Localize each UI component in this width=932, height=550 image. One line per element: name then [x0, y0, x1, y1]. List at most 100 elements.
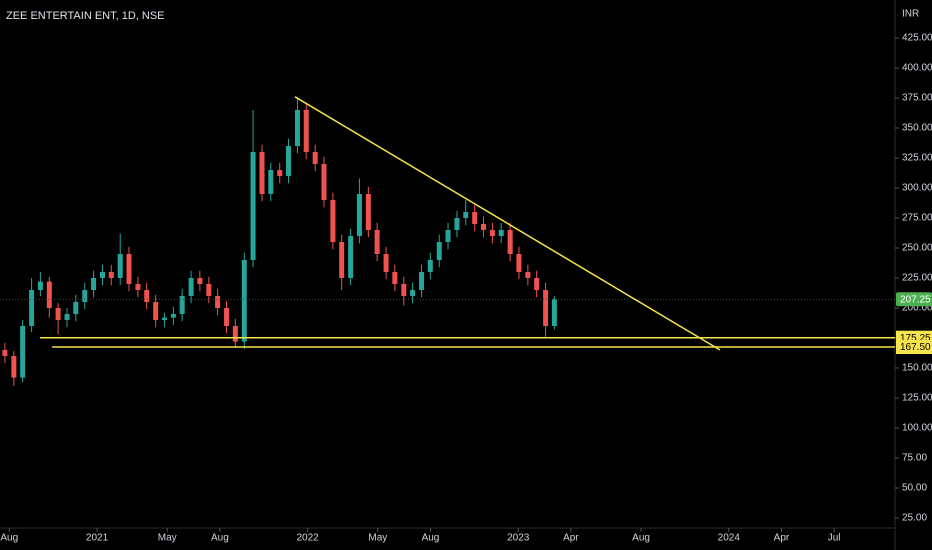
y-tick-label: 100.00	[902, 423, 932, 434]
y-tick-label: 75.00	[902, 453, 927, 464]
y-tick-label: 400.00	[902, 63, 932, 74]
candle-body	[135, 284, 141, 291]
x-tick-label: Apr	[774, 533, 790, 544]
y-tick-label: 300.00	[902, 183, 932, 194]
candle-body	[268, 170, 274, 195]
candle-body	[197, 278, 203, 285]
candle-body	[161, 317, 167, 321]
candle-body	[436, 242, 442, 261]
x-tick-label: 2022	[297, 533, 320, 544]
candle-body	[480, 224, 486, 231]
candle-body	[241, 260, 247, 342]
candle-body	[64, 314, 70, 321]
candle-body	[551, 299, 557, 327]
candle-body	[206, 284, 212, 297]
candle-body	[126, 254, 132, 285]
candle-body	[232, 326, 238, 342]
trendline	[294, 96, 721, 351]
candle-body	[37, 281, 43, 291]
y-tick-label: 225.00	[902, 273, 932, 284]
candle-body	[543, 290, 549, 327]
candle-body	[215, 296, 221, 309]
candle-body	[20, 326, 26, 378]
candle-body	[419, 272, 425, 291]
candle-body	[463, 212, 469, 219]
candle-body	[294, 110, 300, 147]
x-tick-label: Jul	[828, 533, 841, 544]
candle-body	[170, 314, 176, 318]
x-tick-label: Apr	[563, 533, 579, 544]
x-tick-label: Aug	[211, 533, 229, 544]
candle-body	[73, 302, 79, 315]
candle-body	[472, 212, 478, 225]
candle-body	[224, 308, 230, 327]
candle-body	[356, 194, 362, 237]
candle-body	[339, 242, 345, 279]
candle-body	[534, 278, 540, 291]
candle-body	[55, 308, 61, 321]
candle-body	[321, 164, 327, 201]
candle-body	[153, 302, 159, 321]
support-price-box	[896, 340, 932, 355]
candle-body	[365, 194, 371, 231]
candle-body	[445, 230, 451, 243]
candle-body	[286, 146, 292, 177]
y-tick-label: 275.00	[902, 213, 932, 224]
candle-body	[303, 110, 309, 153]
candle-body	[46, 281, 52, 309]
last-price-label: 207.25	[900, 294, 931, 305]
candle-body	[259, 152, 265, 195]
candle-body	[525, 272, 531, 279]
candle-body	[348, 236, 354, 279]
support-price-label: 167.50	[900, 342, 931, 353]
candle-body	[454, 218, 460, 231]
candle-body	[516, 254, 522, 273]
y-tick-label: 375.00	[902, 93, 932, 104]
x-tick-label: 2023	[507, 533, 530, 544]
y-tick-label: 425.00	[902, 33, 932, 44]
chart-title: ZEE ENTERTAIN ENT, 1D, NSE	[6, 10, 165, 22]
support-price-label: 175.25	[900, 333, 931, 344]
x-tick-label: Aug	[632, 533, 650, 544]
candle-body	[312, 152, 318, 165]
candle-body	[99, 272, 105, 279]
candle-body	[383, 254, 389, 273]
y-tick-label: 25.00	[902, 513, 927, 524]
y-tick-label: 325.00	[902, 153, 932, 164]
candle-body	[179, 296, 185, 315]
x-tick-label: 2021	[86, 533, 109, 544]
y-tick-label: 50.00	[902, 483, 927, 494]
candle-body	[2, 350, 8, 357]
candle-body	[427, 260, 433, 273]
candle-body	[410, 290, 416, 297]
candle-body	[489, 230, 495, 237]
x-tick-label: May	[368, 533, 387, 544]
last-price-box	[896, 292, 932, 307]
x-tick-label: Aug	[0, 533, 18, 544]
candle-body	[330, 200, 336, 243]
candle-body	[392, 272, 398, 285]
candle-body	[250, 152, 256, 261]
x-tick-label: 2024	[718, 533, 741, 544]
y-tick-label: 200.00	[902, 303, 932, 314]
candle-body	[117, 254, 123, 279]
y-axis-label: INR	[902, 9, 919, 20]
candle-body	[91, 278, 97, 291]
candle-body	[374, 230, 380, 255]
candle-body	[108, 272, 114, 279]
candle-body	[29, 290, 35, 327]
candle-body	[188, 278, 194, 297]
y-tick-label: 125.00	[902, 393, 932, 404]
y-tick-label: 150.00	[902, 363, 932, 374]
candle-body	[498, 230, 504, 237]
candle-body	[144, 290, 150, 303]
y-tick-label: 250.00	[902, 243, 932, 254]
y-tick-label: 350.00	[902, 123, 932, 134]
x-tick-label: Aug	[422, 533, 440, 544]
candle-body	[507, 230, 513, 255]
candle-body	[11, 356, 17, 378]
candle-body	[401, 284, 407, 297]
candle-body	[82, 290, 88, 303]
